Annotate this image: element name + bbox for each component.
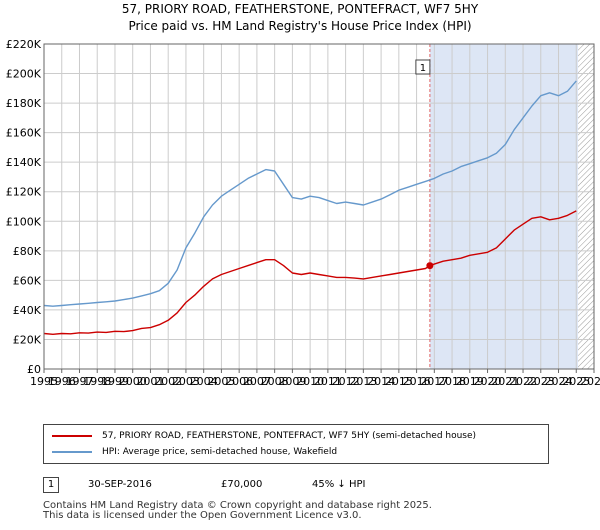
sale-table: 1 30-SEP-2016 £70,000 45% ↓ HPI <box>43 477 365 493</box>
x-tick-label: 2009 <box>278 375 306 388</box>
y-tick-label: £200K <box>6 68 42 81</box>
y-tick-label: £160K <box>6 127 42 140</box>
sale-price: £70,000 <box>221 479 263 490</box>
footer-copyright: Contains HM Land Registry data © Crown c… <box>43 500 432 511</box>
x-tick-label: 2006 <box>225 375 253 388</box>
x-tick-label: 2025 <box>562 375 590 388</box>
sale-marker-box <box>415 59 431 75</box>
y-tick-label: £180K <box>6 97 42 110</box>
y-tick-label: £220K <box>6 38 42 51</box>
legend-label-hpi: HPI: Average price, semi-detached house,… <box>102 447 338 457</box>
x-tick-label: 2024 <box>545 375 573 388</box>
x-tick-label: 2010 <box>296 375 324 388</box>
footer: Contains HM Land Registry data © Crown c… <box>43 501 432 521</box>
y-tick-label: £0 <box>27 363 41 376</box>
y-tick-label: £120K <box>6 186 42 199</box>
y-tick-label: £100K <box>6 215 42 228</box>
x-tick-label: 2003 <box>172 375 200 388</box>
x-tick-label: 2020 <box>474 375 502 388</box>
hatched-region <box>578 44 594 369</box>
x-tick-label: 2022 <box>509 375 537 388</box>
y-tick-label: £80K <box>13 245 42 258</box>
x-tick-label: 2018 <box>438 375 466 388</box>
legend-swatch-property <box>52 435 92 437</box>
y-tick-label: £40K <box>13 304 42 317</box>
sale-date: 30-SEP-2016 <box>88 479 152 490</box>
property-price-line <box>43 210 577 335</box>
legend: 57, PRIORY ROAD, FEATHERSTONE, PONTEFRAC… <box>43 424 549 464</box>
x-tick-label: 1998 <box>83 375 111 388</box>
x-tick-label: 1996 <box>48 375 76 388</box>
x-tick-label: 2017 <box>420 375 448 388</box>
x-tick-label: 2002 <box>154 375 182 388</box>
x-tick-label: 2016 <box>403 375 431 388</box>
x-tick-label: 2019 <box>456 375 484 388</box>
x-tick-label: 2021 <box>491 375 519 388</box>
y-tick-label: £140K <box>6 156 42 169</box>
x-tick-label: 1999 <box>101 375 129 388</box>
y-tick-label: £60K <box>13 274 42 287</box>
sale-point <box>426 262 434 270</box>
x-tick-label: 2012 <box>332 375 360 388</box>
legend-label-property: 57, PRIORY ROAD, FEATHERSTONE, PONTEFRAC… <box>102 431 477 441</box>
legend-item-hpi: HPI: Average price, semi-detached house,… <box>52 447 337 457</box>
sale-marker-label: 1 <box>420 63 426 74</box>
x-tick-label: 2008 <box>261 375 289 388</box>
footer-licence: This data is licensed under the Open Gov… <box>43 510 362 521</box>
x-tick-label: 2013 <box>349 375 377 388</box>
plot-frame <box>43 43 595 370</box>
x-tick-label: 2000 <box>119 375 147 388</box>
x-tick-label: 2015 <box>385 375 413 388</box>
chart-title: 57, PRIORY ROAD, FEATHERSTONE, PONTEFRAC… <box>121 2 479 16</box>
sale-marker: 1 <box>43 477 59 493</box>
x-tick-label: 2023 <box>527 375 555 388</box>
chart-subtitle: Price paid vs. HM Land Registry's House … <box>128 19 472 33</box>
x-tick-label: 2026 <box>580 375 600 388</box>
x-tick-label: 2005 <box>207 375 235 388</box>
legend-item-property: 57, PRIORY ROAD, FEATHERSTONE, PONTEFRAC… <box>52 431 476 441</box>
legend-swatch-hpi <box>52 451 92 453</box>
y-tick-label: £20K <box>13 333 42 346</box>
hpi-line <box>43 80 577 307</box>
x-tick-label: 1995 <box>30 375 58 388</box>
x-tick-label: 2004 <box>190 375 218 388</box>
x-tick-label: 1997 <box>65 375 93 388</box>
sale-hpi-diff: 45% ↓ HPI <box>312 479 366 490</box>
x-tick-label: 2001 <box>136 375 164 388</box>
price-chart: £0 £20K £40K £60K £80K £100K £120K £140K £160K £1… <box>6 38 600 388</box>
shaded-region <box>429 44 579 369</box>
x-tick-label: 2011 <box>314 375 342 388</box>
x-tick-label: 2014 <box>367 375 395 388</box>
x-tick-label: 2007 <box>243 375 271 388</box>
